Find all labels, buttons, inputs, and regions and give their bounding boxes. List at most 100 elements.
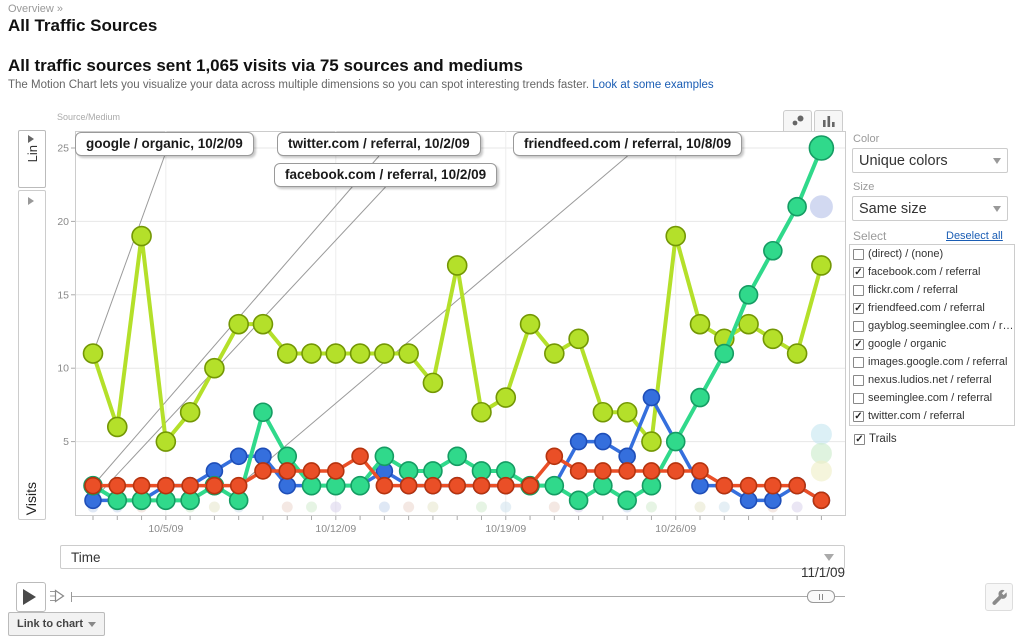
data-point[interactable] bbox=[446, 255, 468, 276]
play-button[interactable] bbox=[16, 582, 46, 612]
trails-checkbox-row[interactable]: ✓ Trails bbox=[851, 430, 897, 448]
data-point[interactable] bbox=[254, 462, 272, 480]
data-point[interactable] bbox=[738, 313, 759, 335]
data-point[interactable] bbox=[714, 343, 735, 364]
settings-button[interactable] bbox=[985, 583, 1013, 611]
source-list-item[interactable]: ✓ twitter.com / referral bbox=[850, 407, 1014, 425]
source-list-item[interactable]: gayblog.seeminglee.com / refe... bbox=[850, 317, 1014, 335]
trails-checkbox[interactable]: ✓ bbox=[854, 433, 865, 445]
data-point[interactable] bbox=[278, 462, 297, 480]
data-point[interactable] bbox=[204, 357, 225, 379]
source-list-item[interactable]: images.google.com / referral bbox=[850, 353, 1014, 371]
data-point[interactable] bbox=[398, 343, 419, 364]
data-point[interactable] bbox=[689, 313, 711, 335]
data-point[interactable] bbox=[472, 476, 491, 495]
data-point[interactable] bbox=[108, 476, 127, 495]
time-slider-handle[interactable] bbox=[807, 590, 835, 603]
data-point[interactable] bbox=[545, 447, 564, 466]
data-point[interactable] bbox=[374, 343, 395, 364]
data-point[interactable] bbox=[326, 462, 345, 480]
data-point[interactable] bbox=[374, 446, 395, 467]
data-point[interactable] bbox=[179, 401, 201, 423]
data-point[interactable] bbox=[278, 476, 297, 495]
data-point[interactable] bbox=[519, 313, 541, 335]
source-list-item[interactable]: ✓ facebook.com / referral bbox=[850, 263, 1014, 281]
breadcrumb[interactable]: Overview » bbox=[8, 3, 64, 15]
data-point[interactable] bbox=[568, 328, 589, 350]
data-point[interactable] bbox=[642, 462, 661, 480]
data-point[interactable] bbox=[594, 432, 612, 451]
data-point[interactable] bbox=[301, 343, 322, 364]
data-point[interactable] bbox=[422, 372, 444, 394]
data-point[interactable] bbox=[811, 255, 832, 276]
data-point[interactable] bbox=[132, 476, 151, 495]
data-point[interactable] bbox=[495, 387, 517, 408]
data-point[interactable] bbox=[592, 401, 614, 423]
source-checkbox[interactable]: ✓ bbox=[853, 302, 864, 314]
time-slider-track[interactable] bbox=[72, 596, 845, 597]
data-point[interactable] bbox=[618, 462, 636, 480]
data-point[interactable] bbox=[350, 475, 370, 496]
data-point[interactable] bbox=[762, 328, 784, 350]
data-point[interactable] bbox=[666, 462, 685, 480]
data-point[interactable] bbox=[788, 476, 806, 495]
deselect-all-link[interactable]: Deselect all bbox=[946, 230, 1003, 242]
y-scale-button[interactable]: Lin bbox=[18, 130, 46, 188]
source-checkbox[interactable] bbox=[853, 284, 864, 296]
y-axis-selector[interactable]: Visits bbox=[18, 190, 46, 520]
source-list-item[interactable]: nexus.ludios.net / referral bbox=[850, 371, 1014, 389]
data-point[interactable] bbox=[424, 476, 442, 495]
data-point[interactable] bbox=[276, 343, 298, 364]
source-list-item[interactable]: ✓ google / organic bbox=[850, 335, 1014, 353]
time-axis-dropdown[interactable]: Time bbox=[60, 545, 845, 569]
bar-chart-tab[interactable] bbox=[814, 110, 843, 131]
data-point[interactable] bbox=[808, 135, 835, 161]
data-point[interactable] bbox=[764, 491, 782, 510]
data-point[interactable] bbox=[812, 491, 831, 510]
data-point[interactable] bbox=[254, 447, 272, 466]
source-list-item[interactable]: seeminglee.com / referral bbox=[850, 389, 1014, 407]
source-checkbox[interactable] bbox=[853, 320, 864, 332]
data-point[interactable] bbox=[375, 476, 394, 495]
data-point[interactable] bbox=[155, 431, 177, 452]
data-point[interactable] bbox=[594, 462, 612, 480]
motion-chart-canvas[interactable]: 10/5/09 10/12/09 10/19/09 10/26/09 5 10 15 20 25 bbox=[50, 131, 850, 541]
data-point[interactable] bbox=[349, 343, 371, 364]
data-point[interactable] bbox=[642, 388, 661, 407]
source-checkbox[interactable]: ✓ bbox=[853, 338, 864, 350]
data-point[interactable] bbox=[351, 447, 369, 466]
pinned-label-twitter[interactable]: twitter.com / referral, 10/2/09 bbox=[277, 132, 481, 156]
data-point[interactable] bbox=[253, 402, 273, 423]
data-point[interactable] bbox=[229, 447, 248, 466]
data-point[interactable] bbox=[252, 313, 274, 335]
data-point[interactable] bbox=[471, 401, 492, 423]
data-point[interactable] bbox=[690, 387, 710, 408]
source-checkbox[interactable]: ✓ bbox=[853, 266, 864, 278]
data-point[interactable] bbox=[521, 476, 539, 495]
data-point[interactable] bbox=[544, 343, 565, 364]
data-point[interactable] bbox=[157, 476, 175, 495]
data-point[interactable] bbox=[229, 476, 248, 495]
data-point[interactable] bbox=[715, 476, 734, 495]
source-checkbox[interactable] bbox=[853, 374, 864, 386]
source-checkbox[interactable]: ✓ bbox=[853, 410, 864, 422]
examples-link[interactable]: Look at some examples bbox=[592, 79, 714, 91]
data-point[interactable] bbox=[496, 476, 515, 495]
data-point[interactable] bbox=[764, 476, 782, 495]
size-select[interactable]: Same size bbox=[852, 196, 1008, 221]
source-checkbox[interactable] bbox=[853, 392, 864, 404]
data-point[interactable] bbox=[738, 285, 759, 305]
link-to-chart-button[interactable]: Link to chart bbox=[8, 612, 106, 636]
data-point[interactable] bbox=[739, 491, 758, 510]
source-checkbox[interactable] bbox=[853, 356, 864, 368]
data-point[interactable] bbox=[544, 475, 565, 496]
data-point[interactable] bbox=[106, 416, 128, 438]
bubble-chart-tab[interactable] bbox=[783, 110, 812, 131]
data-point[interactable] bbox=[399, 476, 418, 495]
data-point[interactable] bbox=[665, 431, 686, 452]
data-point[interactable] bbox=[568, 490, 589, 511]
data-point[interactable] bbox=[84, 476, 102, 495]
pinned-label-google[interactable]: google / organic, 10/2/09 bbox=[75, 132, 254, 156]
data-point[interactable] bbox=[131, 225, 152, 247]
data-point[interactable] bbox=[569, 432, 588, 451]
